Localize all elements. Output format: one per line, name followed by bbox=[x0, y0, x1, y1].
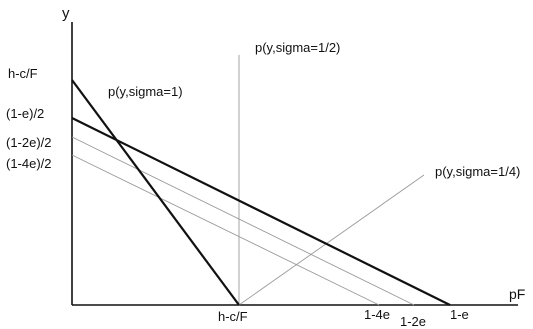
y-tick-1-4e-half: (1-4e)/2 bbox=[6, 156, 52, 171]
y-axis-label: y bbox=[62, 5, 70, 22]
line-1-e bbox=[71, 117, 451, 306]
y-tick-1-e-half: (1-e)/2 bbox=[6, 106, 44, 121]
x-axis-label: pF bbox=[509, 286, 525, 302]
line-1-2e bbox=[71, 136, 415, 306]
line-sigma-quarter bbox=[238, 174, 425, 306]
x-tick-1-4e: 1-4e bbox=[364, 307, 390, 322]
line-sigma-1 bbox=[71, 79, 240, 306]
x-tick-1-2e: 1-2e bbox=[400, 314, 426, 329]
y-tick-1-2e-half: (1-2e)/2 bbox=[6, 135, 52, 150]
x-tick-1-e: 1-e bbox=[450, 307, 469, 322]
label-sigma-half: p(y,sigma=1/2) bbox=[255, 40, 340, 55]
y-tick-h-c-F: h-c/F bbox=[8, 66, 38, 81]
label-sigma-quarter: p(y,sigma=1/4) bbox=[435, 164, 520, 179]
label-sigma-1: p(y,sigma=1) bbox=[108, 84, 183, 99]
line-1-4e bbox=[71, 154, 380, 306]
x-tick-h-c-F: h-c/F bbox=[218, 309, 248, 324]
